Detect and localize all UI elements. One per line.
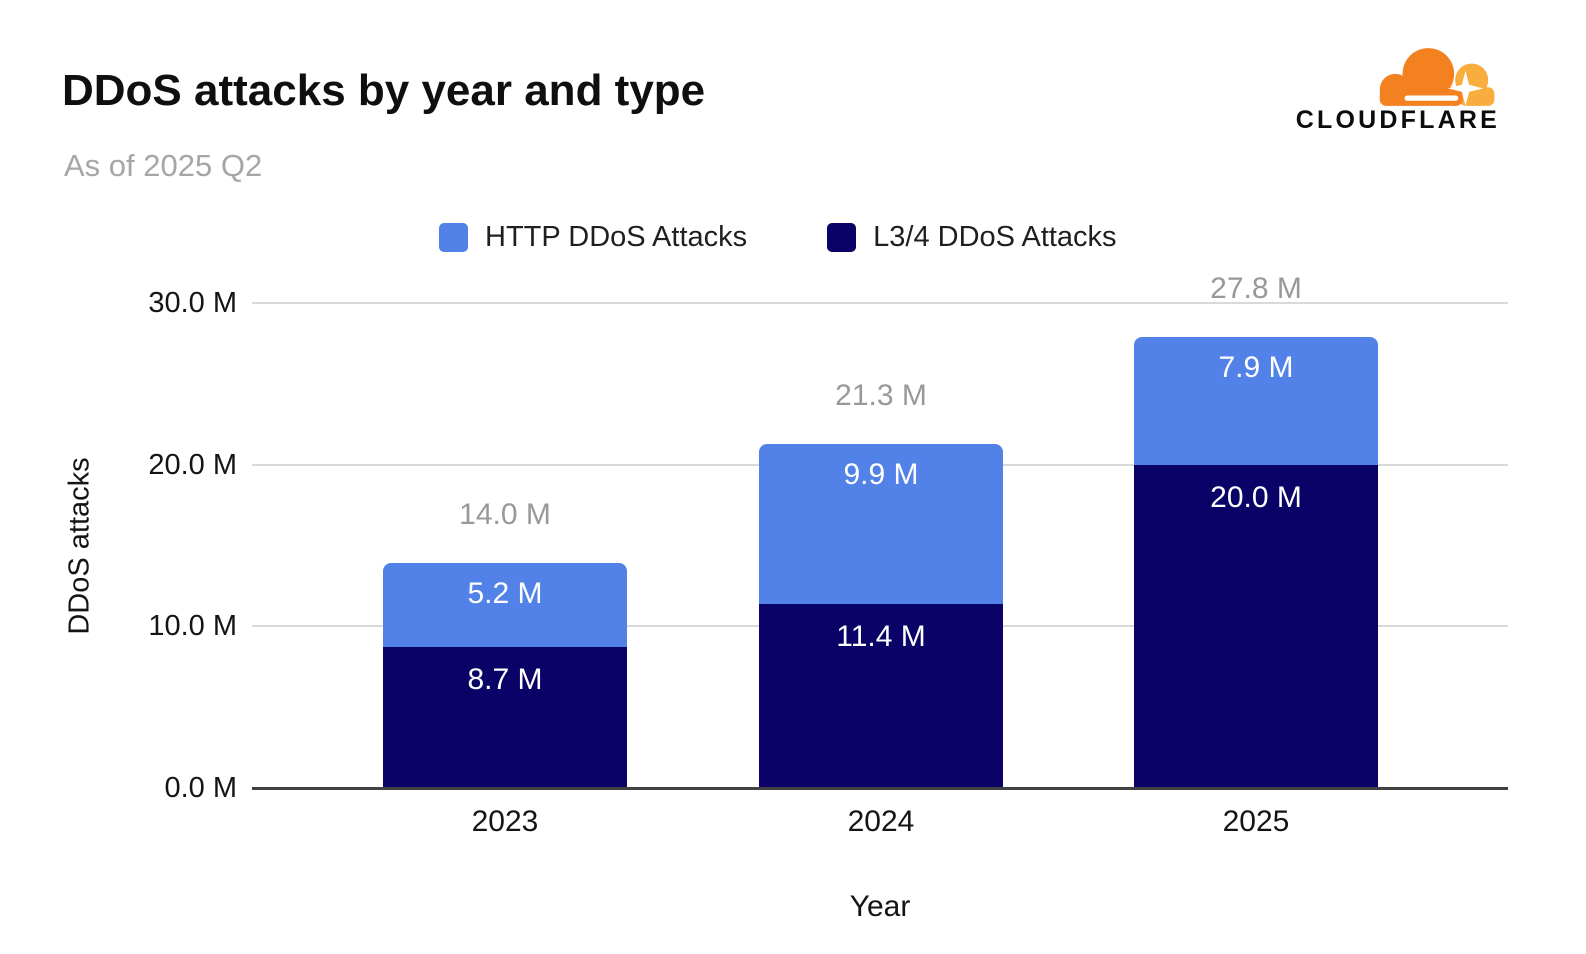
cloudflare-wordmark: CLOUDFLARE xyxy=(1295,106,1500,134)
bar-value-label: 9.9 M xyxy=(843,457,919,491)
y-axis-tick-label: 0.0 M xyxy=(164,772,237,804)
bar-segment-http-2025: 7.9 M xyxy=(1134,336,1378,465)
legend-label: L3/4 DDoS Attacks xyxy=(873,221,1117,253)
cloudflare-logo: CLOUDFLARE xyxy=(1268,46,1500,136)
bar-total-label-2024: 21.3 M xyxy=(835,378,927,412)
legend-label: HTTP DDoS Attacks xyxy=(485,221,748,253)
x-axis-title: Year xyxy=(849,890,911,923)
legend-item-l34: L3/4 DDoS Attacks xyxy=(827,221,1117,254)
y-axis-tick-label: 10.0 M xyxy=(148,610,237,643)
bar-total-label-2023: 14.0 M xyxy=(459,498,551,532)
bar-segment-l34-2023: 8.7 M xyxy=(383,647,627,788)
chart-title: DDoS attacks by year and type xyxy=(62,66,706,115)
y-axis-tick-label: 20.0 M xyxy=(148,448,237,481)
bar-segment-http-2023: 5.2 M xyxy=(383,563,627,648)
x-axis-category-label-2023: 2023 xyxy=(471,805,539,838)
y-axis-tick-label: 30.0 M xyxy=(148,287,237,319)
gridline-30M xyxy=(252,302,1508,304)
chart-legend: HTTP DDoS Attacks L3/4 DDoS Attacks xyxy=(439,221,1117,254)
bar-value-label: 8.7 M xyxy=(467,663,543,697)
bar-value-label: 7.9 M xyxy=(1218,350,1294,384)
legend-swatch-icon xyxy=(439,223,468,252)
bar-value-label: 5.2 M xyxy=(467,577,543,611)
legend-swatch-icon xyxy=(827,223,857,252)
x-axis-category-label-2024: 2024 xyxy=(847,805,915,838)
bar-segment-http-2024: 9.9 M xyxy=(759,443,1003,604)
x-axis-line xyxy=(252,787,1508,790)
bar-value-label: 20.0 M xyxy=(1210,480,1302,514)
cloudflare-cloud-icon xyxy=(1379,48,1495,106)
bar-value-label: 11.4 M xyxy=(836,619,926,653)
legend-item-http: HTTP DDoS Attacks xyxy=(439,221,747,254)
x-axis-category-label-2025: 2025 xyxy=(1222,805,1290,838)
chart-subtitle: As of 2025 Q2 xyxy=(64,148,263,183)
y-axis-title: DDoS attacks xyxy=(63,457,96,635)
bar-segment-l34-2025: 20.0 M xyxy=(1134,464,1378,788)
bar-segment-l34-2024: 11.4 M xyxy=(759,603,1003,788)
bar-total-label-2025: 27.8 M xyxy=(1210,271,1302,305)
